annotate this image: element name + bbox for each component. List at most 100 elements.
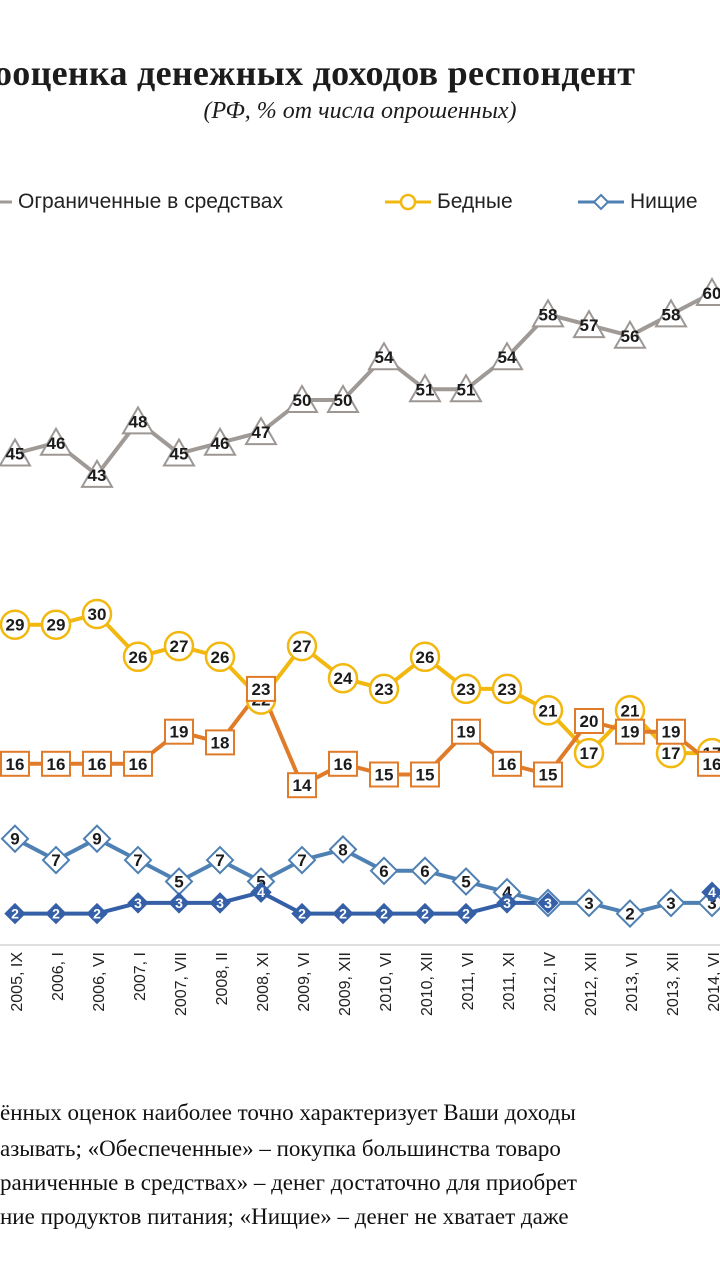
data-label: 46 <box>47 434 66 453</box>
data-point-circle <box>450 673 482 705</box>
data-point-circle <box>81 598 113 630</box>
data-point-triangle <box>121 405 155 435</box>
footnote-line: раниченные в средствах» – денег достаточ… <box>0 1170 577 1195</box>
data-label: 21 <box>621 701 640 720</box>
legend-label: Ограниченные в средствах <box>18 190 283 213</box>
data-point-diamond-filled <box>45 902 67 925</box>
circle-marker-icon <box>385 193 431 211</box>
data-label: 58 <box>662 305 681 324</box>
series-line <box>15 686 720 788</box>
data-point-triangle <box>613 319 647 349</box>
chart-subtitle: (РФ, % от числа опрошенных) <box>203 98 517 124</box>
data-label: 51 <box>457 380 476 399</box>
data-label: 21 <box>539 701 558 720</box>
data-label: 19 <box>621 723 640 742</box>
data-point-square <box>410 761 440 788</box>
data-point-square <box>615 718 645 745</box>
data-label: 2 <box>93 906 101 922</box>
data-label: 19 <box>457 723 476 742</box>
data-label: 26 <box>211 648 230 667</box>
data-label: 16 <box>88 755 107 774</box>
data-label: 18 <box>211 733 230 752</box>
data-point-circle <box>204 641 236 673</box>
data-point-circle <box>573 737 605 769</box>
data-point-square <box>697 750 720 777</box>
legend: Ограниченные в средствах Бедные Нищие <box>0 190 720 222</box>
data-label: 3 <box>584 894 593 913</box>
data-point-triangle <box>203 426 237 456</box>
data-label: 3 <box>134 895 142 911</box>
data-label: 56 <box>621 327 640 346</box>
series-line <box>14 291 720 477</box>
data-label: 5 <box>461 873 470 892</box>
data-label: 16 <box>6 755 25 774</box>
x-tick-label: 2005, IX <box>9 952 26 1012</box>
data-point-diamond-filled <box>127 892 149 914</box>
data-label: 2 <box>421 906 429 922</box>
x-tick-label: 2014, VI <box>706 952 720 1012</box>
data-point-diamond-filled <box>537 892 559 914</box>
data-label: 16 <box>129 755 148 774</box>
data-label: 16 <box>703 755 720 774</box>
x-tick-label: 2012, XII <box>583 952 600 1016</box>
data-label: 54 <box>375 348 394 367</box>
data-label: 54 <box>498 348 517 367</box>
x-tick-label: 2007, I <box>132 952 149 1001</box>
x-tick-label: 2009, VI <box>296 952 313 1012</box>
data-point-square <box>287 772 317 799</box>
data-point-square <box>492 750 522 777</box>
data-point-triangle <box>0 437 32 467</box>
data-point-diamond-filled <box>701 881 720 903</box>
x-tick-label: 2009, XII <box>337 952 354 1016</box>
x-tick-label: 2008, XI <box>255 952 272 1012</box>
data-point-diamond <box>410 856 440 886</box>
data-point-diamond-filled <box>291 902 313 925</box>
data-label: 15 <box>375 766 394 785</box>
data-label: 2 <box>339 906 347 922</box>
data-point-square <box>41 750 71 777</box>
data-label: 2 <box>52 906 60 922</box>
x-tick-label: 2011, VI <box>460 952 477 1010</box>
data-label: 27 <box>293 637 312 656</box>
legend-item-destitute: Нищие <box>578 190 698 214</box>
data-point-diamond-filled <box>373 902 395 925</box>
data-label: 7 <box>51 851 60 870</box>
data-point-circle <box>122 641 154 673</box>
data-point-diamond-filled <box>168 892 190 914</box>
data-label: 17 <box>580 744 599 763</box>
data-point-square <box>205 729 235 756</box>
footnote-line: ённых оценок наиболее точно характеризуе… <box>0 1100 576 1125</box>
data-point-triangle <box>39 426 73 456</box>
data-label: 30 <box>88 605 107 624</box>
data-label: 47 <box>252 423 271 442</box>
data-point-circle <box>368 673 400 705</box>
x-tick-label: 2010, XII <box>419 952 436 1016</box>
data-label: 9 <box>10 830 19 849</box>
data-point-diamond <box>82 824 112 854</box>
data-label: 2 <box>11 906 19 922</box>
data-label: 19 <box>662 723 681 742</box>
data-point-diamond <box>574 888 604 918</box>
data-label: 4 <box>257 884 265 900</box>
data-label: 7 <box>297 851 306 870</box>
data-label: 16 <box>498 755 517 774</box>
data-label: 17 <box>662 744 681 763</box>
data-point-triangle <box>285 383 319 413</box>
data-label: 57 <box>580 316 599 335</box>
data-point-square <box>451 718 481 745</box>
data-point-square <box>82 750 112 777</box>
data-label: 46 <box>211 434 230 453</box>
data-label: 4 <box>708 884 716 900</box>
data-label: 2 <box>298 906 306 922</box>
data-label: 60 <box>703 284 720 303</box>
data-label: 45 <box>170 445 189 464</box>
data-label: 23 <box>375 680 394 699</box>
triangle-marker-icon <box>0 200 12 204</box>
footnote-line: ние продуктов питания; «Нищие» – денег н… <box>0 1204 569 1229</box>
data-label: 43 <box>88 466 107 485</box>
data-label: 27 <box>170 637 189 656</box>
data-point-square <box>246 675 276 702</box>
data-point-triangle <box>244 416 278 446</box>
data-label: 23 <box>457 680 476 699</box>
data-label: 7 <box>133 851 142 870</box>
